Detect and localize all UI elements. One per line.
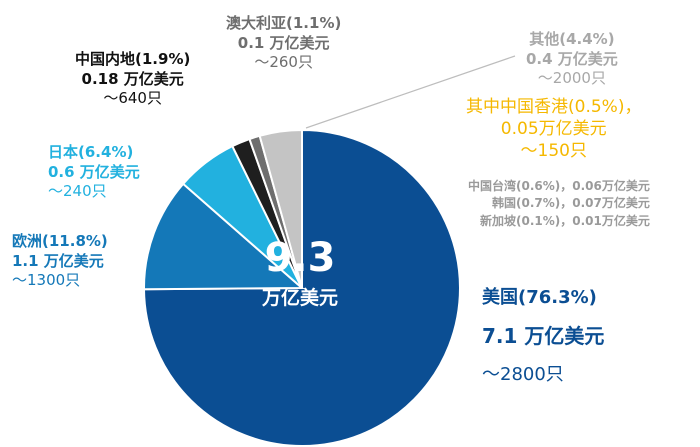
pie-slice-1 [142,182,305,291]
label-japan: 日本(6.4%) 0.6 万亿美元 ～240只 [48,143,140,200]
label-hong-kong-callout: 其中中国香港(0.5%)， 0.05万亿美元 ～150只 [466,97,642,162]
label-mainland-china: 中国内地(1.9%) 0.18 万亿美元 ～640只 [75,50,191,107]
label-us: 美国(76.3%) 7.1 万亿美元 ～2800只 [482,287,605,386]
label-other: 其他(4.4%) 0.4 万亿美元 ～2000只 [526,30,618,87]
label-sub-notes: 中国台湾(0.6%)，0.06万亿美元 韩国(0.7%)，0.07万亿美元 新加… [468,179,650,228]
pie-slice-5 [258,128,303,289]
label-europe: 欧洲(11.8%) 1.1 万亿美元 ～1300只 [12,232,108,289]
center-total: 9.3 万亿美元 [261,235,338,309]
pie-slice-0 [142,128,461,447]
label-australia: 澳大利亚(1.1%) 0.1 万亿美元 ～260只 [226,14,342,71]
leader-line-other [305,55,516,129]
